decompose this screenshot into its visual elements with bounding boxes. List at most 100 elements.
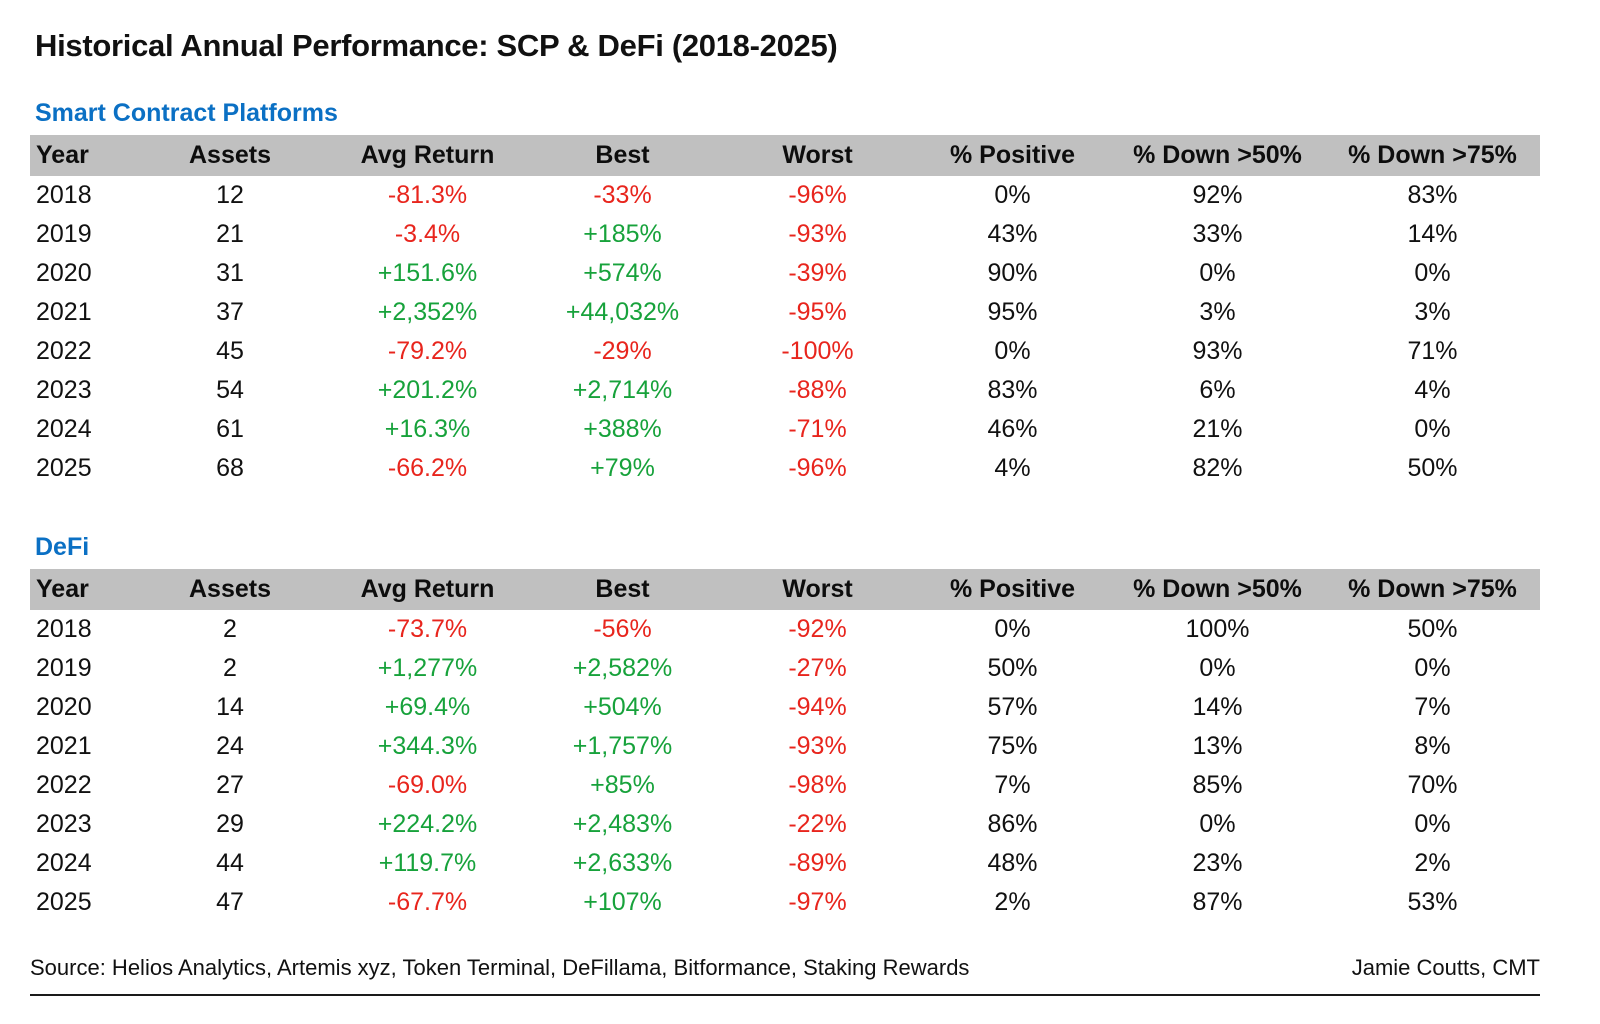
table-cell: -100% <box>781 337 854 365</box>
table-cell: 83% <box>987 376 1038 404</box>
table-row: 2023 54 +201.2% +2,714% -88% 83% 6% 4% <box>30 371 1540 410</box>
column-header-best: Best <box>525 569 720 610</box>
table-cell: +224.2% <box>377 810 478 838</box>
table-cell: +1,757% <box>572 732 673 760</box>
table-cell: +79% <box>590 454 655 482</box>
table-cell: -94% <box>788 693 847 721</box>
defi-table-body: 2018 2 -73.7% -56% -92% 0% 100% 50% 2019 2 +1,277%… <box>30 610 1540 922</box>
table-cell: -93% <box>788 220 847 248</box>
table-row: 2025 68 -66.2% +79% -96% 4% 82% 50% <box>30 449 1540 488</box>
table-cell: +201.2% <box>377 376 478 404</box>
column-header-pct-positive: % Positive <box>915 135 1110 176</box>
table-cell: 0% <box>994 615 1031 643</box>
table-cell: 46% <box>987 415 1038 443</box>
table-cell: 29 <box>216 810 244 838</box>
table-cell: +85% <box>590 771 655 799</box>
table-cell: 2% <box>994 888 1031 916</box>
table-cell: -22% <box>788 810 847 838</box>
credit-text: Jamie Coutts, CMT <box>1351 955 1540 980</box>
table-cell: -97% <box>788 888 847 916</box>
source-text: Source: Helios Analytics, Artemis xyz, T… <box>30 955 970 980</box>
table-cell: +2,582% <box>572 654 673 682</box>
table-cell: 44 <box>216 849 244 877</box>
table-cell: 90% <box>987 259 1038 287</box>
table-cell: 13% <box>1192 732 1243 760</box>
scp-table-body: 2018 12 -81.3% -33% -96% 0% 92% 83% 2019 21 -3.4% +… <box>30 176 1540 488</box>
table-cell: 75% <box>987 732 1038 760</box>
column-header-worst: Worst <box>720 569 915 610</box>
table-cell: 48% <box>987 849 1038 877</box>
defi-table-header: Year Assets Avg Return Best Worst % Posi… <box>30 569 1540 610</box>
table-cell: -29% <box>593 337 652 365</box>
table-cell: 50% <box>1407 454 1458 482</box>
table-cell: -66.2% <box>387 454 468 482</box>
table-cell: 82% <box>1192 454 1243 482</box>
column-header-assets: Assets <box>130 569 330 610</box>
table-cell: 14% <box>1192 693 1243 721</box>
table-cell: 43% <box>987 220 1038 248</box>
table-cell: 54 <box>216 376 244 404</box>
table-cell: 2021 <box>36 298 92 326</box>
table-cell: -92% <box>788 615 847 643</box>
table-cell: +2,352% <box>377 298 478 326</box>
table-row: 2024 44 +119.7% +2,633% -89% 48% 23% 2% <box>30 844 1540 883</box>
table-cell: 71% <box>1407 337 1458 365</box>
table-cell: 2023 <box>36 376 92 404</box>
table-row: 2024 61 +16.3% +388% -71% 46% 21% 0% <box>30 410 1540 449</box>
scp-table-header: Year Assets Avg Return Best Worst % Posi… <box>30 135 1540 176</box>
table-cell: +504% <box>583 693 662 721</box>
table-cell: 23% <box>1192 849 1243 877</box>
table-cell: -71% <box>788 415 847 443</box>
table-row: 2020 14 +69.4% +504% -94% 57% 14% 7% <box>30 688 1540 727</box>
table-cell: -3.4% <box>394 220 461 248</box>
table-cell: +574% <box>583 259 662 287</box>
table-row: 2018 2 -73.7% -56% -92% 0% 100% 50% <box>30 610 1540 649</box>
table-cell: 0% <box>1199 810 1236 838</box>
column-header-best: Best <box>525 135 720 176</box>
column-header-pct-down-75: % Down >75% <box>1325 569 1540 610</box>
table-cell: +1,277% <box>377 654 478 682</box>
table-cell: 68 <box>216 454 244 482</box>
table-row: 2019 2 +1,277% +2,582% -27% 50% 0% 0% <box>30 649 1540 688</box>
table-cell: -89% <box>788 849 847 877</box>
table-cell: 2019 <box>36 654 92 682</box>
table-row: 2020 31 +151.6% +574% -39% 90% 0% 0% <box>30 254 1540 293</box>
column-header-avg-return: Avg Return <box>330 135 525 176</box>
table-cell: +185% <box>583 220 662 248</box>
table-cell: 2025 <box>36 454 92 482</box>
table-cell: +2,633% <box>572 849 673 877</box>
table-cell: +119.7% <box>378 849 477 877</box>
footer: Source: Helios Analytics, Artemis xyz, T… <box>30 955 1540 996</box>
table-row: 2018 12 -81.3% -33% -96% 0% 92% 83% <box>30 176 1540 215</box>
table-cell: 2 <box>223 615 237 643</box>
table-cell: +69.4% <box>384 693 471 721</box>
table-cell: 2024 <box>36 415 92 443</box>
table-cell: +344.3% <box>377 732 478 760</box>
table-cell: 2024 <box>36 849 92 877</box>
table-row: 2025 47 -67.7% +107% -97% 2% 87% 53% <box>30 883 1540 922</box>
column-header-pct-down-50: % Down >50% <box>1110 135 1325 176</box>
table-cell: 50% <box>987 654 1038 682</box>
table-cell: 87% <box>1192 888 1243 916</box>
page-title: Historical Annual Performance: SCP & DeF… <box>35 28 838 63</box>
column-header-assets: Assets <box>130 135 330 176</box>
table-cell: -69.0% <box>387 771 468 799</box>
table-cell: -96% <box>788 181 847 209</box>
table-cell: 14% <box>1407 220 1458 248</box>
table-cell: 2020 <box>36 259 92 287</box>
scp-table: Year Assets Avg Return Best Worst % Posi… <box>30 135 1540 488</box>
table-cell: 0% <box>1199 654 1236 682</box>
table-cell: 27 <box>216 771 244 799</box>
table-row: 2022 27 -69.0% +85% -98% 7% 85% 70% <box>30 766 1540 805</box>
column-header-pct-down-75: % Down >75% <box>1325 135 1540 176</box>
table-cell: 4% <box>1414 376 1451 404</box>
table-cell: -98% <box>788 771 847 799</box>
table-cell: 95% <box>987 298 1038 326</box>
column-header-avg-return: Avg Return <box>330 569 525 610</box>
table-cell: 2021 <box>36 732 92 760</box>
table-cell: 0% <box>1414 654 1451 682</box>
table-cell: 31 <box>216 259 244 287</box>
header-row: Year Assets Avg Return Best Worst % Posi… <box>30 135 1540 176</box>
table-cell: -93% <box>788 732 847 760</box>
